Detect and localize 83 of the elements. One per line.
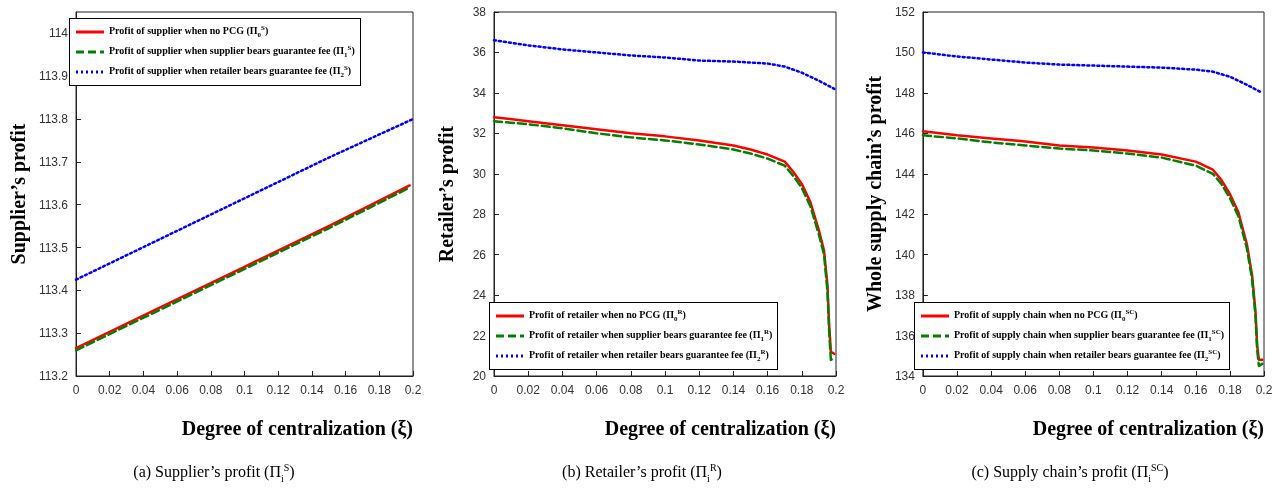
y-tick-label: 113.6 bbox=[38, 197, 69, 212]
y-tick-label: 136 bbox=[894, 328, 916, 343]
y-tick-label: 36 bbox=[472, 45, 487, 60]
x-tick-label: 0.02 bbox=[98, 383, 122, 397]
y-tick-label: 113.5 bbox=[38, 240, 69, 255]
y-tick-label: 150 bbox=[894, 45, 916, 60]
text: (a) Supplier’s profit (Π$_{i}$$^{S}$) bbox=[132, 462, 296, 484]
y-tick-label: 34 bbox=[472, 85, 487, 100]
legend-label: Profit of supply chain when no PCG (Π$_{0}$$^{SC}$) bbox=[954, 308, 1138, 324]
y-tick-label: 142 bbox=[894, 207, 916, 222]
legend-label: Profit of retailer when supplier bears guarantee fee (Π$_{1}$$^{R}$) bbox=[529, 328, 773, 344]
x-axis-title: Degree of centralization (ξ) bbox=[181, 417, 413, 440]
x-tick-label: 0 bbox=[490, 383, 498, 397]
x-tick-label: 0.06 bbox=[1013, 383, 1038, 397]
y-tick-label: 152 bbox=[894, 5, 916, 19]
y-tick-label: 113.2 bbox=[38, 369, 69, 383]
x-tick-label: 0.08 bbox=[199, 383, 223, 397]
y-tick-label: 140 bbox=[894, 247, 916, 262]
y-tick-label: 113.7 bbox=[38, 154, 69, 169]
x-axis-title: Degree of centralization (ξ) bbox=[604, 417, 836, 440]
legend-label: Profit of supply chain when retailer bears guarantee fee (Π$_{2}$$^{SC}$) bbox=[954, 348, 1221, 364]
x-tick-label: 0.12 bbox=[1115, 383, 1140, 397]
x-tick-label: 0.16 bbox=[1184, 383, 1208, 397]
text: (b) Retailer’s profit (Π$_{i}$$^{R}$) bbox=[561, 462, 723, 484]
x-tick-label: 0.14 bbox=[1150, 383, 1174, 397]
y-tick-label: 24 bbox=[472, 288, 487, 303]
line-series bbox=[921, 51, 1264, 95]
y-tick-label: 134 bbox=[894, 369, 916, 383]
x-tick-label: 0 bbox=[72, 383, 80, 397]
x-tick-label: 0.18 bbox=[790, 383, 814, 397]
x-tick-label: 0.14 bbox=[300, 383, 324, 397]
x-tick-label: 0.12 bbox=[266, 383, 291, 397]
x-tick-label: 0.1 bbox=[236, 383, 254, 397]
y-tick-label: 22 bbox=[472, 328, 487, 343]
y-axis-title: Whole supply chain’s profit bbox=[863, 75, 886, 313]
y-tick-label: 146 bbox=[894, 126, 916, 141]
text: (c) Supply chain’s profit (Π$_{i}$$^{SC}$) bbox=[970, 462, 1170, 484]
y-tick-label: 148 bbox=[894, 85, 916, 100]
x-tick-label: 0.12 bbox=[687, 383, 712, 397]
y-tick-label: 113.9 bbox=[38, 69, 69, 84]
x-tick-label: 0.2 bbox=[827, 383, 845, 397]
line-series bbox=[492, 39, 836, 91]
y-tick-label: 113.4 bbox=[38, 283, 69, 298]
x-tick-label: 0.02 bbox=[945, 383, 970, 397]
x-tick-label: 0.06 bbox=[584, 383, 609, 397]
line-series bbox=[74, 117, 415, 281]
x-tick-label: 0.1 bbox=[1085, 383, 1103, 397]
x-tick-label: 0.1 bbox=[656, 383, 674, 397]
x-tick-label: 0.08 bbox=[619, 383, 643, 397]
y-tick-label: 26 bbox=[472, 247, 487, 262]
legend-label: Profit of retailer when no PCG (Π$_{0}$$^{R}$) bbox=[529, 308, 686, 324]
x-tick-label: 0.18 bbox=[1218, 383, 1242, 397]
x-tick-label: 0.16 bbox=[755, 383, 780, 397]
legend-label: Profit of supplier when retailer bears guarantee fee (Π$_{2}$$^{S}$) bbox=[109, 64, 352, 80]
legend-label: Profit of supplier when no PCG (Π$_{0}$$^{S}$) bbox=[109, 24, 269, 40]
y-tick-label: 28 bbox=[472, 207, 487, 222]
x-axis-title: Degree of centralization (ξ) bbox=[1032, 417, 1264, 440]
y-tick-label: 113.3 bbox=[38, 326, 69, 341]
y-tick-label: 20 bbox=[472, 369, 487, 383]
x-tick-label: 0.06 bbox=[165, 383, 190, 397]
y-tick-label: 30 bbox=[472, 166, 487, 181]
x-tick-label: 0.18 bbox=[367, 383, 392, 397]
x-tick-label: 0.08 bbox=[1047, 383, 1072, 397]
y-tick-label: 113.8 bbox=[38, 112, 69, 127]
legend-label: Profit of retailer when retailer bears guarantee fee (Π$_{2}$$^{R}$) bbox=[529, 348, 769, 364]
x-tick-label: 0.02 bbox=[516, 383, 541, 397]
x-tick-label: 0.2 bbox=[404, 383, 422, 397]
y-tick-label: 138 bbox=[894, 288, 916, 303]
x-tick-label: 0.04 bbox=[979, 383, 1004, 397]
y-tick-label: 144 bbox=[894, 166, 916, 181]
y-axis-title: Supplier’s profit bbox=[7, 123, 30, 265]
x-tick-label: 0.04 bbox=[550, 383, 575, 397]
legend-label: Profit of supplier when supplier bears guarantee fee (Π$_{1}$$^{S}$) bbox=[109, 44, 355, 60]
legend-label: Profit of supply chain when supplier bears guarantee fee (Π$_{1}$$^{SC}$) bbox=[954, 328, 1225, 344]
y-tick-label: 114 bbox=[48, 26, 69, 41]
x-tick-label: 0.04 bbox=[131, 383, 156, 397]
y-tick-label: 32 bbox=[472, 126, 487, 141]
x-tick-label: 0 bbox=[919, 383, 927, 397]
x-tick-label: 0.2 bbox=[1255, 383, 1273, 397]
x-tick-label: 0.16 bbox=[333, 383, 358, 397]
y-tick-label: 38 bbox=[472, 5, 487, 19]
y-axis-title: Retailer’s profit bbox=[435, 125, 458, 263]
x-tick-label: 0.14 bbox=[721, 383, 746, 397]
